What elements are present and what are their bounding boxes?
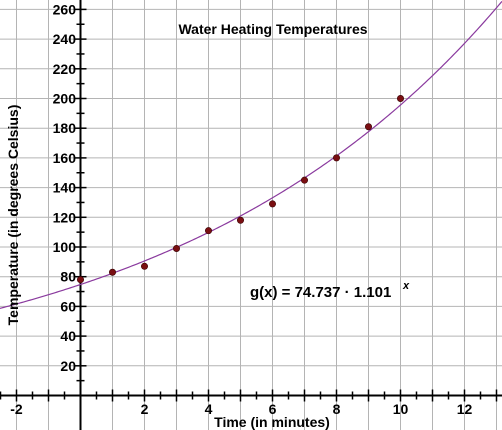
y-tick-label: 160 bbox=[53, 150, 77, 166]
y-axis-title: Temperature (in degrees Celsius) bbox=[5, 105, 21, 326]
x-tick-label: 4 bbox=[205, 401, 213, 417]
data-point bbox=[332, 154, 340, 162]
chart-title: Water Heating Temperatures bbox=[178, 21, 367, 37]
y-tick-label: 40 bbox=[60, 328, 76, 344]
fit-equation: g(x) = 74.737 · 1.101 x bbox=[250, 280, 410, 301]
fit-equation-text: g(x) = 74.737 · 1.101 bbox=[250, 284, 391, 301]
y-tick-label: 120 bbox=[53, 209, 77, 225]
x-tick-label: 8 bbox=[333, 401, 341, 417]
y-tick-labels: 20 40 60 80 100 120 140 160 180 200 220 240 260 bbox=[53, 1, 77, 373]
y-tick-label: 200 bbox=[53, 91, 77, 107]
data-point bbox=[77, 276, 85, 284]
y-tick-label: 60 bbox=[60, 298, 76, 314]
y-tick-label: 20 bbox=[60, 358, 76, 374]
y-tick-label: 220 bbox=[53, 61, 77, 77]
data-point bbox=[173, 244, 181, 252]
data-point bbox=[205, 227, 213, 235]
y-tick-label: 240 bbox=[53, 31, 77, 47]
x-tick-label: 6 bbox=[269, 401, 277, 417]
data-point bbox=[364, 123, 372, 131]
x-tick-labels: -2 2 4 6 8 10 12 bbox=[10, 401, 472, 417]
x-tick-label: -2 bbox=[10, 401, 23, 417]
data-point bbox=[300, 176, 308, 184]
x-axis-title: Time (in minutes) bbox=[214, 414, 330, 430]
data-point bbox=[109, 268, 117, 276]
data-point bbox=[396, 95, 404, 103]
x-tick-label: 2 bbox=[141, 401, 149, 417]
data-point bbox=[237, 216, 245, 224]
y-tick-label: 260 bbox=[53, 1, 77, 17]
fit-curve bbox=[0, 0, 502, 309]
y-tick-label: 180 bbox=[53, 120, 77, 136]
x-tick-label: 12 bbox=[457, 401, 473, 417]
y-tick-label: 100 bbox=[53, 239, 77, 255]
fit-curve-layer bbox=[0, 0, 502, 309]
y-tick-label: 140 bbox=[53, 180, 77, 196]
data-point bbox=[141, 262, 149, 270]
data-point bbox=[268, 200, 276, 208]
y-tick-label: 80 bbox=[60, 269, 76, 285]
x-tick-label: 10 bbox=[393, 401, 409, 417]
data-points bbox=[77, 95, 404, 284]
fit-equation-exponent: x bbox=[402, 280, 410, 292]
